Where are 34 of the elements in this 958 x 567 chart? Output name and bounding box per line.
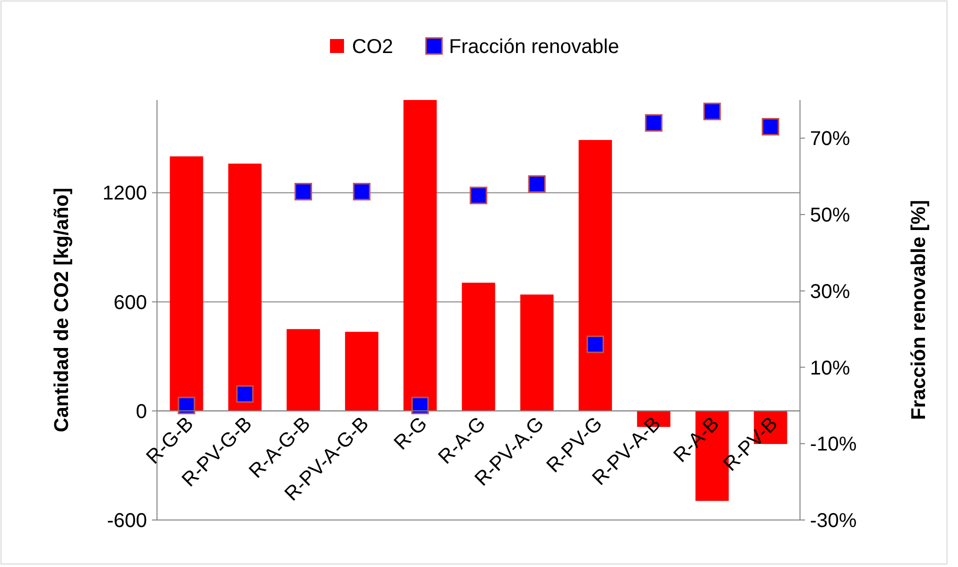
point	[236, 385, 254, 403]
y-tick-label: 1200	[102, 182, 147, 205]
y2-tick-label: 30%	[810, 280, 850, 303]
y2-tick-label: 70%	[810, 128, 850, 150]
bar	[228, 164, 262, 411]
point	[644, 114, 662, 132]
y2-axis-title: Fracción renovable [%]	[908, 200, 930, 420]
point	[411, 396, 429, 414]
bar	[520, 294, 554, 411]
y2-tick-label: 10%	[810, 357, 850, 380]
bar	[578, 140, 612, 411]
point	[352, 182, 370, 200]
bar	[286, 329, 320, 411]
point	[762, 118, 780, 136]
bar	[345, 332, 378, 411]
x-tick-label: R-G	[390, 412, 432, 454]
y2-tick-label: -30%	[810, 510, 857, 532]
y-tick-label: 0	[136, 400, 147, 423]
point	[470, 186, 488, 204]
bar	[462, 282, 496, 411]
bar	[170, 156, 204, 411]
legend-label: Fracción renovable	[449, 36, 620, 58]
y-tick-label: 600	[114, 292, 147, 314]
y-axis-title: Cantidad de CO2 [kg/año]	[51, 188, 73, 432]
point	[586, 336, 604, 354]
point	[703, 102, 721, 120]
legend-label: CO2	[352, 36, 394, 58]
y-tick-label: -600	[106, 510, 147, 532]
y2-tick-label: 50%	[810, 204, 850, 227]
y2-tick-label: -10%	[810, 434, 857, 456]
bar	[403, 100, 437, 411]
point	[528, 175, 546, 193]
point	[294, 182, 312, 200]
point	[178, 396, 196, 414]
